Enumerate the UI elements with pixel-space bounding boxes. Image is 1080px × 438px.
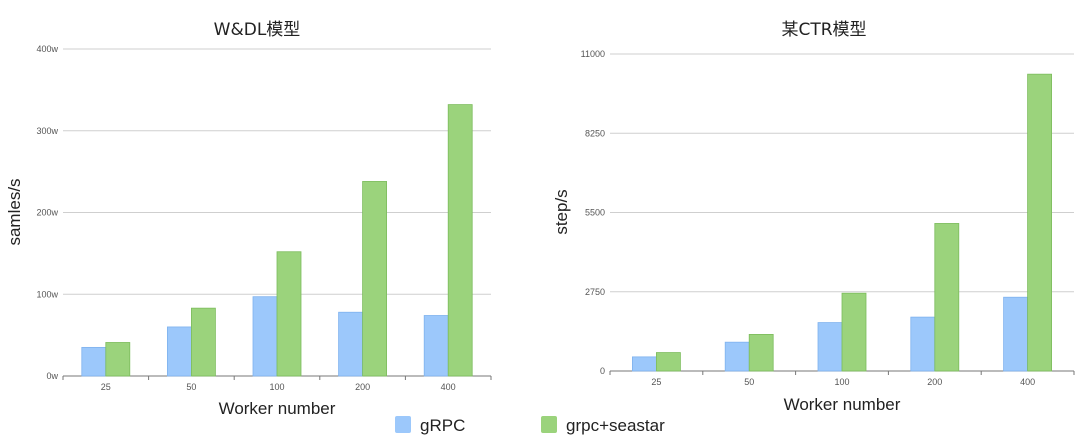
x-tick-label-ctr-400: 400	[1020, 377, 1035, 387]
x-tick-label-ctr-100: 100	[834, 377, 849, 387]
y-tick-label-ctr-1: 2750	[585, 287, 605, 297]
bar-wdl-grpc-100	[252, 296, 278, 377]
bar-ctr-grpc-50	[724, 341, 750, 372]
legend-item-grpc: gRPC	[395, 416, 465, 435]
bar-ctr-seastar-50	[748, 334, 774, 372]
x-tick-label-ctr-50: 50	[744, 377, 754, 387]
y-tick-label-wdl-4: 400w	[36, 44, 58, 54]
bar-ctr-grpc-200	[910, 316, 936, 372]
y-tick-label-wdl-3: 300w	[36, 126, 58, 136]
chart-ctr: 某CTR模型 step/s Worker number 0 2750 5500 825…	[552, 20, 1075, 414]
y-tick-label-wdl-2: 200w	[36, 208, 58, 218]
y-axis-title-ctr: step/s	[552, 189, 571, 234]
bars-wdl	[81, 104, 473, 377]
y-tick-label-ctr-2: 5500	[585, 208, 605, 218]
chart-title-wdl: W&DL模型	[214, 20, 301, 40]
x-ticks-wdl: 25 50 100 200 400	[101, 382, 456, 392]
legend-item-seastar: grpc+seastar	[541, 416, 665, 435]
y-axis-title-wdl: samles/s	[5, 178, 24, 245]
bar-wdl-seastar-400	[447, 104, 473, 377]
bar-ctr-grpc-25	[632, 356, 657, 372]
x-ticks-ctr: 25 50 100 200 400	[651, 377, 1035, 387]
y-tick-label-wdl-0: 0w	[46, 371, 58, 381]
bar-ctr-seastar-100	[841, 292, 867, 372]
x-tick-label-ctr-25: 25	[651, 377, 661, 387]
x-tick-label-wdl-25: 25	[101, 382, 111, 392]
bar-ctr-seastar-25	[656, 352, 681, 372]
x-axis-title-ctr: Worker number	[784, 395, 901, 414]
x-tick-label-wdl-200: 200	[355, 382, 370, 392]
bar-wdl-seastar-100	[276, 251, 302, 377]
legend: gRPC grpc+seastar	[395, 416, 665, 435]
x-axis-title-wdl: Worker number	[219, 399, 336, 418]
bar-wdl-grpc-25	[81, 346, 107, 377]
bar-wdl-grpc-400	[423, 315, 449, 377]
y-tick-label-wdl-1: 100w	[36, 289, 58, 299]
x-tick-label-wdl-400: 400	[441, 382, 456, 392]
bar-ctr-seastar-400	[1027, 73, 1052, 372]
chart-title-ctr: 某CTR模型	[781, 20, 866, 40]
y-tick-label-ctr-0: 0	[600, 366, 605, 376]
x-tick-label-wdl-50: 50	[186, 382, 196, 392]
bar-wdl-seastar-50	[190, 307, 216, 377]
bar-ctr-grpc-100	[817, 322, 843, 372]
bar-wdl-seastar-25	[105, 342, 131, 377]
legend-label-grpc: gRPC	[420, 416, 465, 435]
x-tick-label-ctr-200: 200	[927, 377, 942, 387]
bar-ctr-grpc-400	[1003, 296, 1028, 372]
y-tick-label-ctr-3: 8250	[585, 128, 605, 138]
legend-label-seastar: grpc+seastar	[566, 416, 665, 435]
y-ticks-ctr: 0 2750 5500 8250 11000	[581, 49, 605, 376]
bar-wdl-seastar-200	[362, 181, 388, 377]
bar-ctr-seastar-200	[934, 223, 960, 372]
bar-wdl-grpc-200	[338, 311, 364, 377]
legend-swatch-seastar	[541, 416, 557, 433]
y-ticks-wdl: 0w 100w 200w 300w 400w	[36, 44, 58, 381]
x-tick-label-wdl-100: 100	[269, 382, 284, 392]
legend-swatch-grpc	[395, 416, 411, 433]
bars-ctr	[632, 73, 1052, 372]
y-tick-label-ctr-4: 11000	[581, 49, 605, 59]
bar-wdl-grpc-50	[166, 326, 192, 377]
chart-wdl: W&DL模型 samles/s Worker number 0w 100w 200w…	[5, 20, 492, 418]
